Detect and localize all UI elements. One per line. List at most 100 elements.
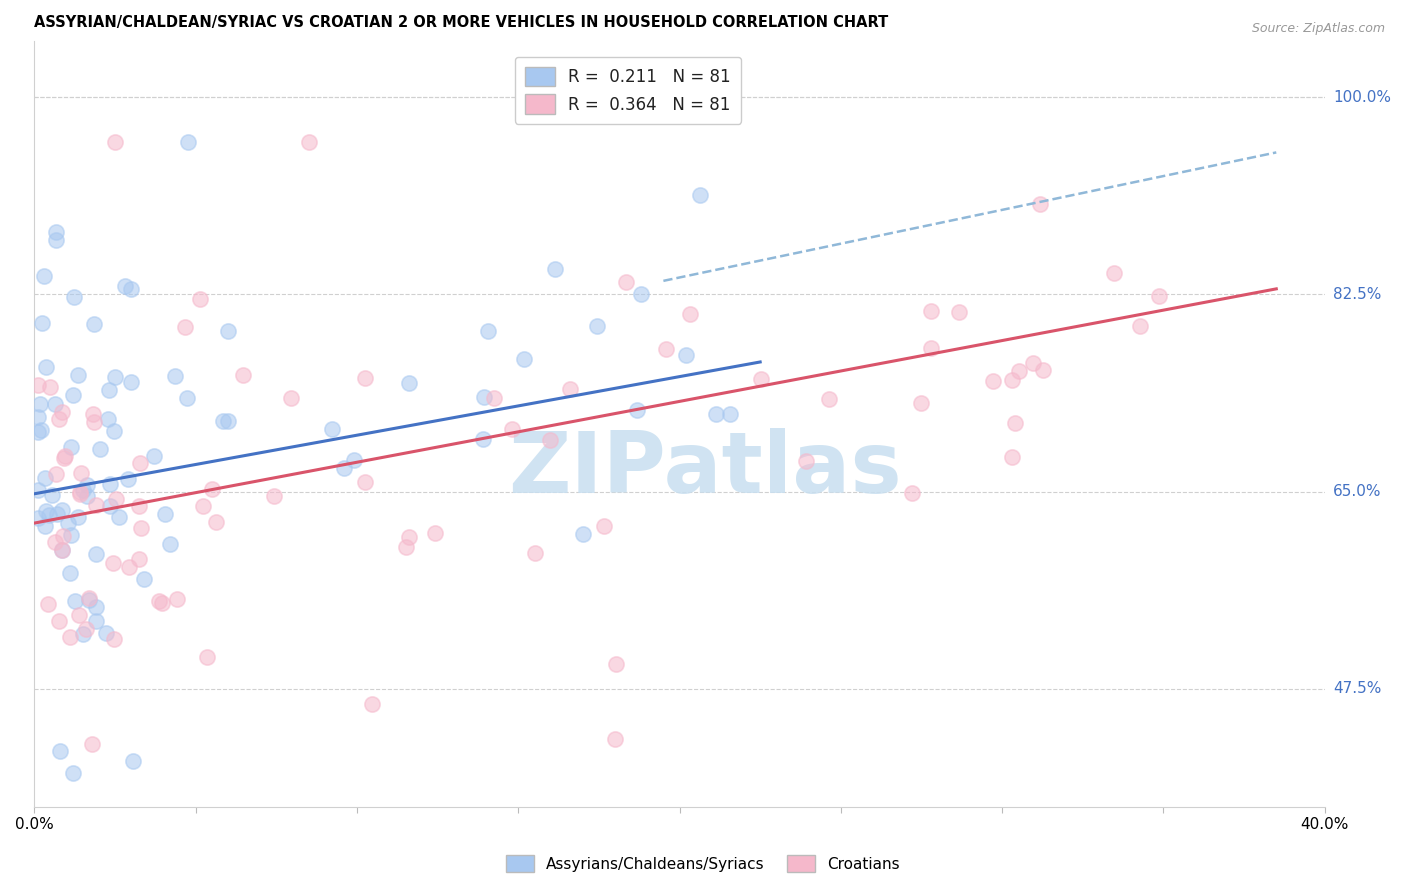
Point [30, 397, 52, 411]
Point [901, 485, 924, 500]
Point [86, 615, 108, 629]
Legend: R =  0.211   N = 81, R =  0.364   N = 81: R = 0.211 N = 81, R = 0.364 N = 81 [515, 57, 741, 124]
Point [118, 559, 141, 574]
Point [1001, 450, 1024, 464]
Point [34, 518, 56, 533]
Point [49, 744, 72, 758]
Point [920, 341, 942, 355]
Text: Source: ZipAtlas.com: Source: ZipAtlas.com [1251, 22, 1385, 36]
Point [592, 519, 614, 533]
Point [27, 377, 49, 392]
Point [98, 477, 121, 491]
Point [482, 391, 505, 405]
Text: ZIPatlas: ZIPatlas [509, 428, 903, 511]
Point [232, 368, 254, 382]
Point [48, 614, 70, 628]
Point [120, 375, 142, 389]
Point [1129, 318, 1152, 333]
Point [472, 390, 495, 404]
Point [614, 275, 637, 289]
Point [104, 491, 127, 506]
Point [104, 136, 127, 150]
Point [679, 307, 702, 321]
Point [69, 486, 91, 500]
Point [52, 450, 75, 465]
Point [920, 303, 942, 318]
Point [395, 540, 418, 554]
Point [53, 449, 76, 463]
Point [948, 305, 970, 319]
Point [201, 483, 224, 497]
Text: 47.5%: 47.5% [1333, 681, 1381, 696]
Point [72, 483, 94, 497]
Point [84, 498, 107, 512]
Point [59, 440, 82, 454]
Point [1032, 363, 1054, 377]
Point [98, 499, 121, 513]
Point [163, 369, 186, 384]
Point [263, 489, 285, 503]
Point [472, 432, 495, 446]
Text: 82.5%: 82.5% [1333, 287, 1381, 301]
Point [538, 434, 561, 448]
Point [51, 503, 73, 517]
Point [37, 597, 59, 611]
Point [132, 572, 155, 586]
Point [333, 460, 356, 475]
Point [97, 412, 120, 426]
Point [70, 466, 93, 480]
Point [27, 425, 49, 439]
Point [62, 388, 84, 402]
Point [62, 766, 84, 780]
Point [103, 632, 125, 646]
Point [398, 530, 420, 544]
Point [120, 281, 142, 295]
Point [1001, 374, 1024, 388]
Point [32, 269, 55, 284]
Point [205, 516, 228, 530]
Point [59, 630, 82, 644]
Point [82, 407, 104, 421]
Point [212, 414, 235, 428]
Point [31, 317, 53, 331]
Point [501, 422, 523, 436]
Point [69, 484, 91, 499]
Point [1022, 356, 1045, 370]
Point [46, 508, 69, 522]
Point [423, 526, 446, 541]
Point [630, 287, 652, 301]
Point [572, 527, 595, 541]
Point [63, 594, 86, 608]
Legend: Assyrians/Chaldeans/Syriacs, Croatians: Assyrians/Chaldeans/Syriacs, Croatians [499, 847, 907, 880]
Point [30, 423, 52, 437]
Point [173, 320, 195, 334]
Point [155, 507, 177, 521]
Point [128, 500, 150, 514]
Point [605, 657, 627, 671]
Point [129, 456, 152, 470]
Point [117, 472, 139, 486]
Point [513, 352, 536, 367]
Point [188, 293, 211, 307]
Point [343, 452, 366, 467]
Point [44, 534, 66, 549]
Point [122, 754, 145, 768]
Point [544, 261, 567, 276]
Point [44, 397, 66, 411]
Point [98, 383, 121, 397]
Point [101, 557, 124, 571]
Point [45, 467, 67, 482]
Point [35, 504, 58, 518]
Point [51, 405, 73, 419]
Point [654, 343, 676, 357]
Point [76, 478, 98, 492]
Point [142, 450, 165, 464]
Point [38, 508, 60, 522]
Point [321, 422, 343, 436]
Point [1004, 416, 1026, 430]
Point [129, 521, 152, 535]
Point [280, 391, 302, 405]
Point [523, 546, 546, 560]
Point [77, 593, 100, 607]
Point [77, 591, 100, 606]
